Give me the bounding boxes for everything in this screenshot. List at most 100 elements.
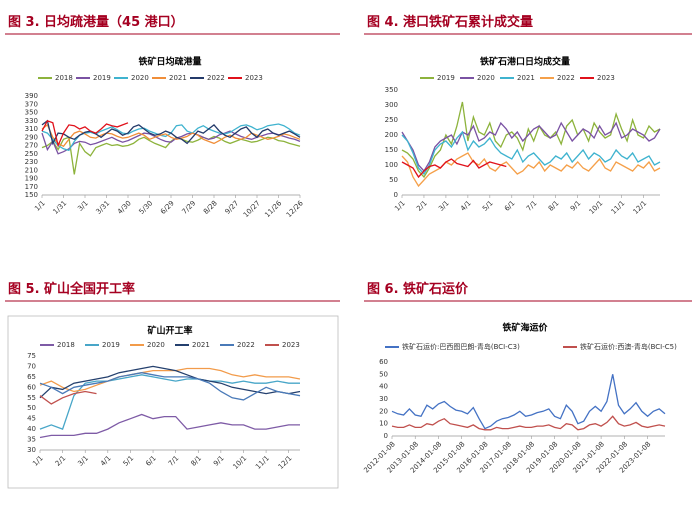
y-tick-label: 300: [385, 101, 398, 109]
y-tick-label: 40: [379, 383, 388, 391]
y-tick-label: 150: [25, 191, 38, 199]
y-tick-label: 350: [385, 86, 398, 94]
series-line: [39, 367, 301, 393]
y-tick-label: 200: [385, 131, 398, 139]
y-tick-label: 75: [27, 352, 36, 360]
legend-label: 2022: [237, 341, 255, 349]
x-tick-label: 11/1: [254, 454, 271, 471]
y-tick-label: 35: [27, 436, 36, 444]
y-tick-label: 350: [25, 109, 38, 117]
legend-label: 2020: [477, 74, 495, 82]
y-tick-label: 250: [385, 116, 398, 124]
y-tick-label: 70: [27, 362, 36, 370]
chart-title: 矿山开工率: [147, 325, 192, 337]
legend-label: 2023: [245, 74, 263, 82]
legend-label: 2022: [207, 74, 225, 82]
y-tick-label: 250: [25, 150, 38, 158]
y-tick-label: 190: [25, 175, 38, 183]
legend-label: 2020: [147, 341, 165, 349]
legend-label: 2019: [102, 341, 120, 349]
y-tick-label: 390: [25, 92, 38, 100]
y-tick-label: 150: [385, 146, 398, 154]
y-tick-label: 50: [27, 404, 36, 412]
y-tick-label: 10: [379, 420, 388, 428]
x-tick-label: 12/1: [632, 199, 649, 216]
x-tick-label: 4/1: [459, 199, 473, 213]
figure-caption: 图 6. 铁矿石运价: [367, 281, 469, 297]
x-tick-label: 4/1: [99, 454, 113, 468]
legend-label: 2021: [517, 74, 535, 82]
x-tick-label: 12/26: [285, 199, 305, 219]
chart-frame: [7, 315, 339, 489]
series-line: [401, 121, 661, 173]
x-tick-label: 11/1: [610, 199, 627, 216]
chart-title: 铁矿石港口日均成交量: [480, 56, 570, 68]
series-line: [401, 130, 661, 176]
x-tick-label: 6/1: [503, 199, 517, 213]
chart-title: 铁矿海运价: [502, 322, 548, 334]
series-line: [39, 374, 300, 430]
x-tick-label: 8/1: [547, 199, 561, 213]
legend-label: 2023: [597, 74, 615, 82]
y-tick-label: 50: [389, 176, 398, 184]
y-tick-label: 100: [385, 161, 398, 169]
x-tick-label: 10/1: [588, 199, 605, 216]
x-tick-label: 2/1: [54, 454, 68, 468]
legend-label: 铁矿石运价:西澳-青岛(BCI-C5): [580, 342, 677, 351]
x-tick-label: 1/1: [393, 199, 407, 213]
series-line: [41, 123, 301, 148]
y-tick-label: 230: [25, 158, 38, 166]
y-tick-label: 60: [379, 358, 388, 366]
series-line: [401, 152, 661, 188]
legend-label: 2023: [282, 341, 300, 349]
y-tick-label: 65: [27, 373, 36, 381]
x-tick-label: 9/27: [224, 199, 241, 216]
legend-label: 2021: [192, 341, 210, 349]
figure-caption: 图 5. 矿山全国开工率: [8, 281, 135, 297]
x-tick-label: 1/1: [33, 199, 47, 213]
legend-label: 2018: [57, 341, 75, 349]
legend-label: 2019: [93, 74, 111, 82]
x-tick-label: 9/1: [569, 199, 583, 213]
x-tick-label: 11/26: [263, 199, 283, 219]
series-line: [41, 119, 129, 148]
legend-label: 2021: [169, 74, 187, 82]
x-tick-label: 7/1: [525, 199, 539, 213]
series-line: [401, 158, 507, 179]
x-tick-label: 5/1: [481, 199, 495, 213]
y-tick-label: 55: [27, 394, 36, 402]
series-line: [391, 415, 666, 431]
x-tick-label: 5/1: [122, 454, 136, 468]
figure-caption: 图 3. 日均疏港量（45 港口）: [8, 14, 184, 30]
legend-label: 2022: [557, 74, 575, 82]
y-tick-label: 40: [27, 425, 36, 433]
legend-label: 2018: [55, 74, 73, 82]
legend-label: 2019: [437, 74, 455, 82]
x-tick-label: 1/1: [31, 454, 45, 468]
y-tick-label: 330: [25, 117, 38, 125]
x-tick-label: 9/1: [212, 454, 226, 468]
legend-label: 铁矿石运价:巴西图巴朗-青岛(BCI-C3): [402, 342, 520, 351]
x-tick-label: 3/1: [76, 199, 90, 213]
y-tick-label: 290: [25, 133, 38, 141]
x-tick-label: 8/28: [202, 199, 219, 216]
x-tick-label: 10/27: [242, 199, 262, 219]
x-tick-label: 10/1: [232, 454, 249, 471]
x-tick-label: 3/1: [76, 454, 90, 468]
x-tick-label: 5/30: [138, 199, 155, 216]
series-line: [391, 374, 666, 430]
x-tick-label: 3/31: [95, 199, 112, 216]
legend-label: 2020: [131, 74, 149, 82]
x-tick-label: 7/29: [181, 199, 198, 216]
x-tick-label: 6/1: [144, 454, 158, 468]
y-tick-label: 0: [384, 432, 388, 440]
series-line: [39, 413, 300, 439]
series-line: [39, 372, 301, 401]
figure-caption: 图 4. 港口铁矿石累计成交量: [367, 14, 533, 30]
y-tick-label: 270: [25, 142, 38, 150]
y-tick-label: 50: [379, 370, 388, 378]
x-tick-label: 6/29: [159, 199, 176, 216]
y-tick-label: 60: [27, 383, 36, 391]
x-tick-label: 8/1: [189, 454, 203, 468]
